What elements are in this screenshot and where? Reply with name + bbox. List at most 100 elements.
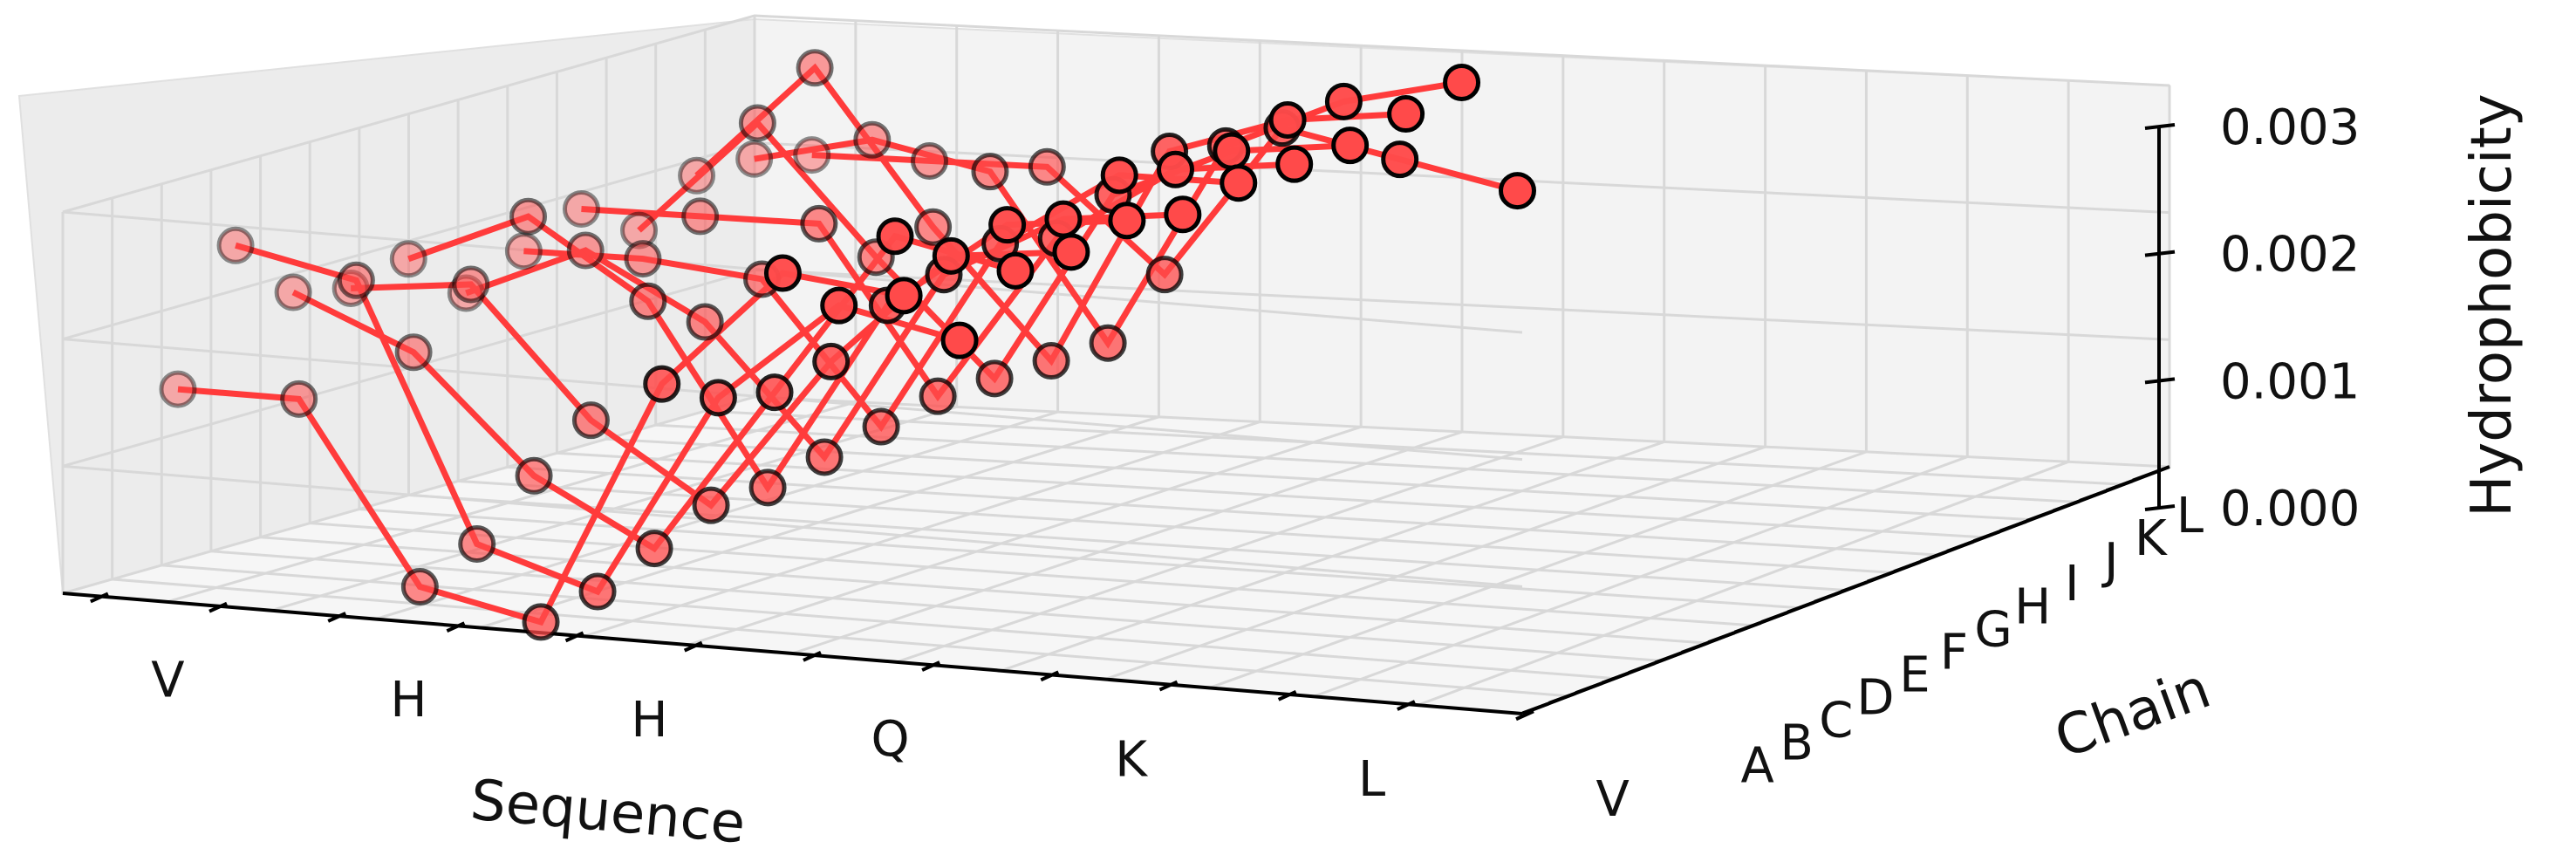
x-tick-label: V bbox=[1595, 771, 1629, 828]
y-tick bbox=[1972, 530, 2001, 544]
data-point bbox=[458, 524, 496, 563]
z-tick bbox=[2144, 250, 2176, 257]
y-tick-label: L bbox=[2176, 488, 2204, 544]
data-point bbox=[996, 251, 1035, 290]
data-point bbox=[738, 104, 776, 142]
z-tick-label: 0.003 bbox=[2220, 99, 2360, 156]
data-point bbox=[1089, 324, 1127, 362]
data-point bbox=[1145, 256, 1184, 294]
data-point bbox=[562, 189, 600, 228]
data-point bbox=[1052, 233, 1090, 271]
x-tick bbox=[1158, 680, 1179, 692]
data-point bbox=[1028, 147, 1066, 186]
y-tick-label: E bbox=[1899, 646, 1930, 703]
y-tick bbox=[1893, 560, 1921, 573]
z-tick bbox=[2144, 377, 2176, 385]
data-point bbox=[1387, 95, 1425, 133]
data-point bbox=[280, 380, 318, 418]
data-point bbox=[853, 120, 892, 159]
y-tick bbox=[1946, 539, 1974, 553]
x-axis-line bbox=[62, 592, 1523, 715]
data-point bbox=[1324, 82, 1363, 120]
data-point bbox=[159, 370, 197, 408]
y-tick-label: B bbox=[1780, 715, 1814, 772]
x-tick bbox=[1397, 700, 1416, 711]
data-point bbox=[400, 568, 439, 606]
data-point bbox=[755, 373, 794, 412]
data-point bbox=[1331, 127, 1370, 165]
y-tick bbox=[1575, 681, 1602, 695]
x-tick bbox=[1515, 709, 1534, 722]
data-point bbox=[629, 282, 667, 320]
x-tick-label: V bbox=[151, 652, 184, 708]
x-tick-label: L bbox=[1358, 751, 1385, 808]
y-tick-label: K bbox=[2135, 510, 2168, 567]
y-tick bbox=[2026, 510, 2053, 523]
data-point bbox=[1213, 132, 1251, 170]
data-point bbox=[812, 342, 851, 380]
y-tick-label: F bbox=[1940, 624, 1968, 681]
data-point bbox=[216, 226, 255, 264]
data-point bbox=[1443, 63, 1481, 101]
y-tick-label: D bbox=[1856, 670, 1894, 727]
y-tick-label: G bbox=[1974, 601, 2012, 658]
x-tick bbox=[803, 651, 822, 662]
data-point bbox=[509, 197, 548, 236]
data-point bbox=[1268, 100, 1307, 139]
y-tick bbox=[1681, 641, 1709, 654]
data-point bbox=[971, 153, 1009, 191]
x-tick bbox=[327, 612, 347, 623]
data-point bbox=[686, 303, 724, 341]
data-point bbox=[885, 277, 923, 315]
y-tick-label: H bbox=[2014, 578, 2051, 635]
data-point bbox=[911, 141, 949, 180]
y-tick bbox=[1787, 600, 1815, 614]
data-point bbox=[820, 286, 858, 325]
z-tick-label: 0.002 bbox=[2220, 227, 2360, 284]
y-tick-label: C bbox=[1819, 693, 1853, 749]
x-tick-label: Q bbox=[871, 712, 909, 769]
z-tick-label: 0.000 bbox=[2220, 481, 2360, 537]
data-point bbox=[1157, 150, 1195, 188]
data-point bbox=[1220, 164, 1258, 202]
data-point bbox=[452, 265, 490, 304]
y-tick-label: J bbox=[2101, 533, 2119, 590]
z-tick bbox=[2144, 504, 2176, 511]
data-point bbox=[394, 333, 433, 372]
data-point bbox=[678, 156, 716, 195]
x-tick bbox=[446, 621, 466, 633]
data-point bbox=[578, 572, 617, 611]
data-point bbox=[643, 365, 681, 403]
x-tick-label: H bbox=[390, 672, 427, 729]
y-tick bbox=[1707, 631, 1735, 645]
data-point bbox=[1032, 342, 1070, 380]
y-tick bbox=[1601, 671, 1630, 685]
data-point bbox=[862, 407, 900, 446]
z-axis-title: Hydrophobicity bbox=[2460, 93, 2525, 517]
data-point bbox=[1164, 195, 1202, 234]
z-tick-label: 0.001 bbox=[2220, 353, 2360, 410]
x-tick bbox=[564, 631, 584, 643]
x-axis-title: Sequence bbox=[468, 768, 748, 856]
y-tick bbox=[1628, 661, 1656, 674]
data-point bbox=[748, 469, 787, 507]
y-tick bbox=[1814, 590, 1841, 604]
y-tick bbox=[1999, 519, 2027, 533]
y-tick bbox=[1548, 692, 1576, 705]
x-tick bbox=[683, 640, 703, 653]
y-tick bbox=[1654, 651, 1683, 665]
data-point bbox=[805, 438, 844, 476]
data-point bbox=[681, 197, 720, 236]
y-tick bbox=[1760, 611, 1788, 624]
x-tick-label: H bbox=[631, 692, 667, 749]
y-tick bbox=[1733, 620, 1762, 634]
y-axis-title: Chain bbox=[2046, 656, 2218, 771]
data-point bbox=[1044, 200, 1083, 238]
data-point bbox=[914, 208, 953, 246]
data-point bbox=[735, 140, 774, 178]
data-point bbox=[1275, 145, 1314, 183]
x-tick bbox=[921, 660, 940, 672]
data-point bbox=[1498, 172, 1536, 210]
y-tick-label: I bbox=[2065, 556, 2080, 612]
